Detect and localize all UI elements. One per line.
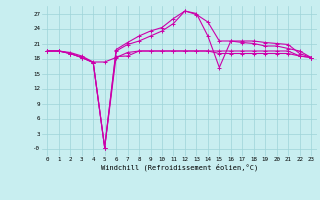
X-axis label: Windchill (Refroidissement éolien,°C): Windchill (Refroidissement éolien,°C) xyxy=(100,164,258,171)
